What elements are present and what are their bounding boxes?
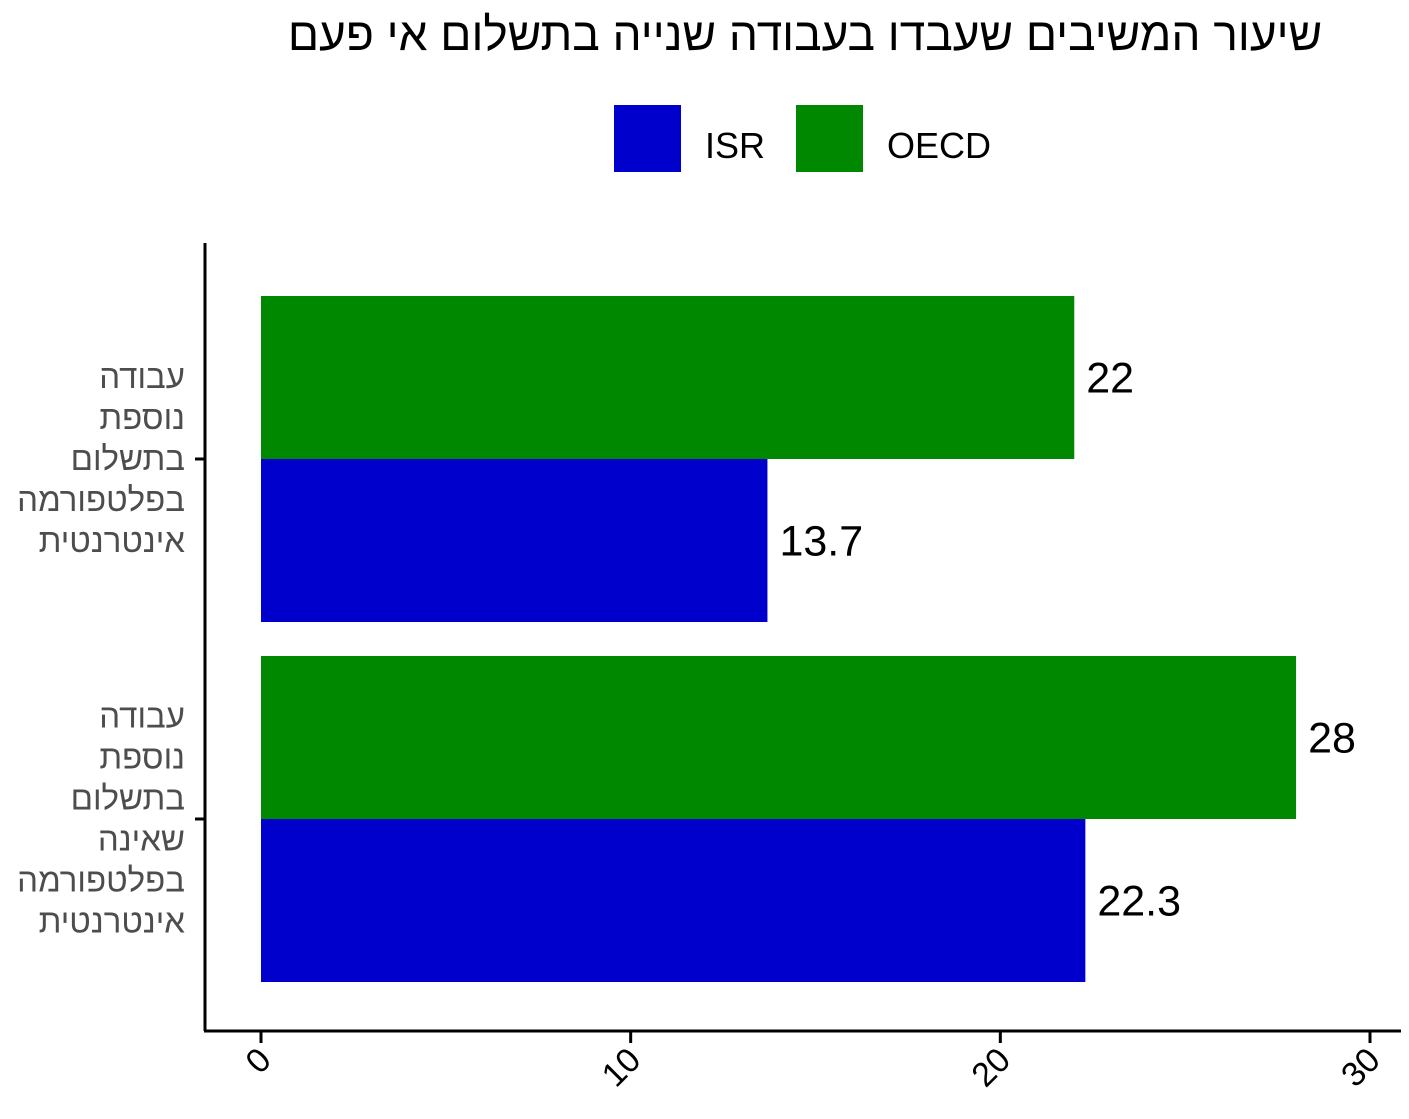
legend-swatch-oecd — [796, 105, 863, 172]
x-tick-label: 0 — [238, 1041, 278, 1081]
bar-isr — [261, 819, 1086, 982]
category-label-line: עבודה — [99, 698, 185, 735]
data-label: 13.7 — [779, 518, 863, 566]
category-label-line: אינטרנטית — [39, 903, 186, 940]
data-label: 22 — [1086, 355, 1134, 403]
category-label-line: עבודה — [99, 358, 185, 395]
category-label-line: בפלטפורמה — [17, 862, 185, 899]
chart-title: שיעור המשיבים שעבדו בעבודה שנייה בתשלום … — [288, 8, 1322, 60]
legend-label-oecd: OECD — [887, 125, 991, 166]
category-label-line: בתשלום — [71, 780, 185, 817]
bar-oecd — [261, 296, 1075, 459]
legend: ISR OECD — [614, 105, 991, 172]
x-tick-label: 30 — [1334, 1041, 1388, 1095]
bar-oecd — [261, 656, 1297, 819]
category-label-line: שאינה — [98, 821, 185, 858]
category-label-line: אינטרנטית — [39, 522, 186, 559]
x-tick-label: 10 — [595, 1041, 649, 1095]
x-tick-label: 20 — [964, 1041, 1018, 1095]
category-label-line: בתשלום — [71, 440, 185, 477]
legend-swatch-isr — [614, 105, 681, 172]
data-label: 28 — [1308, 715, 1356, 763]
plot-area — [203, 243, 1401, 1033]
legend-label-isr: ISR — [705, 125, 765, 166]
category-label-line: בפלטפורמה — [17, 481, 185, 518]
data-label: 22.3 — [1097, 878, 1181, 926]
category-label-line: נוספת — [99, 739, 185, 776]
category-label-line: נוספת — [99, 399, 185, 436]
bar-isr — [261, 459, 768, 622]
